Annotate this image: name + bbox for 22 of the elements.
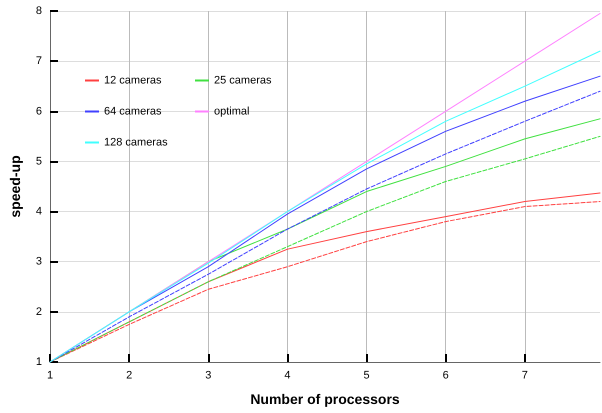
x-axis-title: Number of processors [250, 391, 400, 407]
legend-label: 64 cameras [104, 106, 162, 118]
x-tick-label: 2 [126, 370, 132, 382]
y-tick-label: 7 [36, 55, 42, 68]
x-tick-label: 3 [205, 370, 212, 382]
y-tick-label: 6 [36, 105, 42, 118]
y-tick-label: 8 [36, 5, 42, 17]
x-tick-label: 6 [442, 370, 449, 382]
legend-label: 12 cameras [104, 74, 162, 86]
y-tick-label: 5 [36, 155, 42, 168]
y-tick-label: 2 [36, 306, 42, 318]
x-tick-label: 1 [46, 370, 54, 382]
y-tick-label: 1 [36, 356, 42, 368]
y-tick-label: 4 [36, 206, 42, 218]
x-tick-label: 7 [522, 370, 528, 382]
x-tick-label: 5 [363, 370, 370, 382]
legend-label: optimal [214, 106, 250, 118]
legend-label: 25 cameras [214, 74, 272, 86]
legend-label: 128 cameras [104, 136, 168, 148]
x-tick-label: 4 [284, 370, 290, 382]
y-tick-label: 3 [36, 256, 42, 268]
y-axis-title: speed-up [7, 155, 23, 218]
